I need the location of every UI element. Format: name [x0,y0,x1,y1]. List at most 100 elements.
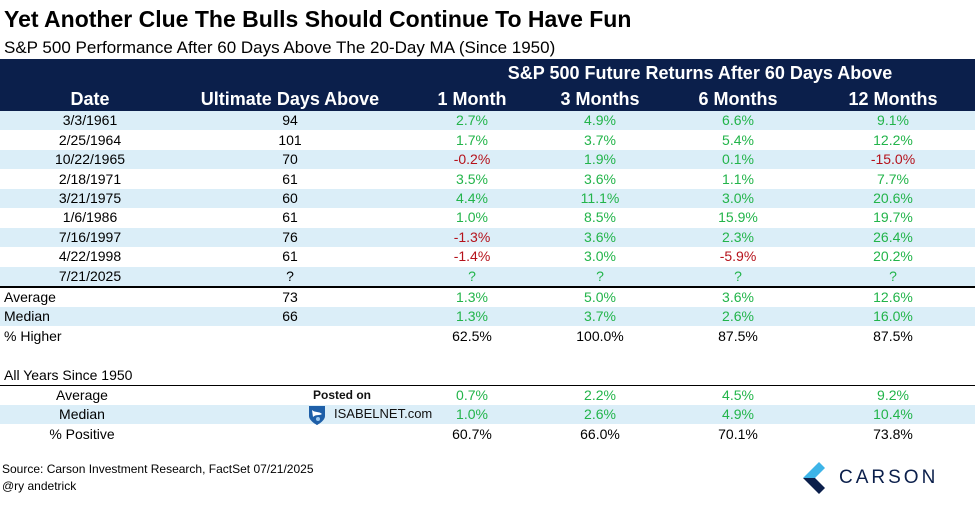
cell-3-months: 8.5% [584,209,616,225]
cell-3-months: 1.9% [584,151,616,167]
summary-row: % Higher 62.5% 100.0% 87.5% 87.5% [0,327,975,346]
cell-3-months: 3.6% [584,171,616,187]
col-6-months: 6 Months [698,89,778,109]
table-row: 3/3/1961 94 2.7% 4.9% 6.6% 9.1% [0,111,975,130]
cell-days: 61 [282,171,298,187]
cell-3-months: 4.9% [584,112,616,128]
cell-date: 2/25/1964 [58,132,122,148]
cell-date: 4/22/1998 [58,248,122,264]
all-years-divider [0,385,975,386]
watermark-posted-on: Posted on [313,388,372,402]
cell-12-months: 73.8% [873,426,913,442]
cell-6-months: -5.9% [719,248,757,264]
cell-1-month: 1.0% [456,209,488,225]
cell-6-months: 2.3% [722,229,754,245]
cell-1-month: 62.5% [452,328,492,344]
cell-12-months: 9.1% [877,112,909,128]
cell-6-months: 15.9% [718,209,758,225]
all-years-heading: All Years Since 1950 [4,367,133,383]
cell-12-months: 16.0% [873,308,913,324]
cell-3-months: 3.0% [584,248,616,264]
cell-12-months: 10.4% [873,406,913,422]
table-row: 2/18/1971 61 3.5% 3.6% 1.1% 7.7% [0,170,975,189]
summary-label: Average [4,289,56,305]
table-row: 4/22/1998 61 -1.4% 3.0% -5.9% 20.2% [0,247,975,266]
cell-6-months: 70.1% [718,426,758,442]
all-years-row: Median 1.0% 2.6% 4.9% 10.4% [0,405,975,424]
cell-3-months: 3.7% [584,132,616,148]
summary-label: % Higher [4,328,62,344]
cell-1-month: 1.7% [456,132,488,148]
page-title: Yet Another Clue The Bulls Should Contin… [4,6,632,32]
cell-1-month: 4.4% [456,190,488,206]
cell-6-months: 0.1% [722,151,754,167]
cell-6-months: 5.4% [722,132,754,148]
cell-12-months: 20.2% [873,248,913,264]
cell-days: 60 [282,190,298,206]
cell-6-months: 4.5% [722,387,754,403]
cell-date: 2/18/1971 [58,171,122,187]
cell-6-months: ? [734,268,742,284]
cell-days: 70 [282,151,298,167]
table-row: 10/22/1965 70 -0.2% 1.9% 0.1% -15.0% [0,150,975,169]
summary-row: Median 66 1.3% 3.7% 2.6% 16.0% [0,307,975,326]
cell-1-month: 60.7% [452,426,492,442]
cell-3-months: ? [596,268,604,284]
cell-3-months: 100.0% [576,328,624,344]
col-3-months: 3 Months [560,89,640,109]
carson-brand: CARSON [803,461,968,495]
cell-12-months: 12.2% [873,132,913,148]
cell-3-months: 3.7% [584,308,616,324]
cell-1-month: 1.3% [456,308,488,324]
cell-12-months: 87.5% [873,328,913,344]
watermark-name: ISABELNET.com [334,406,433,421]
cell-3-months: 11.1% [580,190,620,206]
cell-days: 61 [282,248,298,264]
all-years-row: % Positive 60.7% 66.0% 70.1% 73.8% [0,425,975,444]
cell-days: 101 [278,132,302,148]
table-header: S&P 500 Future Returns After 60 Days Abo… [0,59,975,111]
all-years-row: Average 0.7% 2.2% 4.5% 9.2% [0,386,975,405]
cell-3-months: 2.2% [584,387,616,403]
author-handle: @ry andetrick [2,479,77,493]
cell-12-months: 20.6% [873,190,913,206]
cell-1-month: 0.7% [456,387,488,403]
cell-date: 10/22/1965 [54,151,126,167]
summary-row: Average 73 1.3% 5.0% 3.6% 12.6% [0,288,975,307]
cell-days: 73 [282,289,298,305]
summary-label: Median [4,308,50,324]
carson-logo-icon [803,461,827,495]
table-row: 1/6/1986 61 1.0% 8.5% 15.9% 19.7% [0,208,975,227]
cell-3-months: 3.6% [584,229,616,245]
all-years-heading-row: All Years Since 1950 [0,366,975,385]
cell-3-months: 5.0% [584,289,616,305]
cell-3-months: 2.6% [584,406,616,422]
table-row: 7/16/1997 76 -1.3% 3.6% 2.3% 26.4% [0,228,975,247]
all-years-label: Median [59,406,105,422]
cell-12-months: 26.4% [873,229,913,245]
cell-6-months: 6.6% [722,112,754,128]
cell-days: 61 [282,209,298,225]
summary-divider [0,286,975,288]
isabelnet-logo-icon [306,404,328,426]
isabelnet-watermark: Posted on ISABELNET.com [306,388,446,428]
cell-12-months: ? [889,268,897,284]
cell-1-month: 3.5% [456,171,488,187]
cell-1-month: 1.3% [456,289,488,305]
cell-12-months: 12.6% [873,289,913,305]
table-row: 2/25/1964 101 1.7% 3.7% 5.4% 12.2% [0,131,975,150]
cell-12-months: -15.0% [870,151,916,167]
brand-name: CARSON [839,467,939,488]
cell-12-months: 19.7% [873,209,913,225]
cell-6-months: 4.9% [722,406,754,422]
cell-days: 66 [282,308,298,324]
cell-6-months: 87.5% [718,328,758,344]
all-years-label: Average [56,387,108,403]
cell-3-months: 66.0% [580,426,620,442]
cell-6-months: 3.6% [722,289,754,305]
cell-1-month: -1.3% [453,229,491,245]
cell-1-month: -0.2% [453,151,491,167]
cell-6-months: 3.0% [722,190,754,206]
cell-days: 94 [282,112,298,128]
page-subtitle: S&P 500 Performance After 60 Days Above … [4,38,556,57]
